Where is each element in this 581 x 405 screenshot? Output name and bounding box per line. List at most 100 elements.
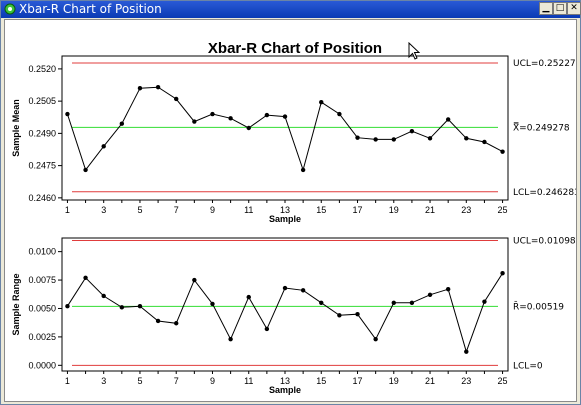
data-point bbox=[228, 116, 233, 121]
data-point bbox=[300, 167, 306, 173]
x-tick-label: 17 bbox=[353, 205, 363, 215]
y-tick-label: 0.2505 bbox=[28, 96, 56, 106]
data-point bbox=[482, 139, 487, 145]
x-tick-label: 9 bbox=[210, 205, 215, 215]
plot-frame bbox=[61, 55, 509, 201]
x-tick-label: 3 bbox=[101, 376, 106, 386]
data-point bbox=[300, 288, 306, 293]
data-point bbox=[319, 100, 324, 105]
data-point bbox=[101, 293, 106, 299]
x-tick-label: 23 bbox=[461, 376, 471, 386]
data-point bbox=[500, 271, 505, 276]
data-point bbox=[101, 144, 106, 149]
y-tick-label: 0.2475 bbox=[28, 161, 56, 171]
close-button[interactable]: ✕ bbox=[567, 2, 581, 15]
data-point bbox=[137, 304, 143, 309]
x-axis-label: Sample bbox=[269, 385, 301, 395]
upper-control-limit-line-label: UCL=0.01098 bbox=[513, 237, 576, 247]
data-point bbox=[246, 125, 251, 131]
lower-control-limit-line-label: LCL=0.246283 bbox=[513, 188, 576, 198]
data-point bbox=[282, 285, 288, 291]
y-tick-label: 0.0000 bbox=[28, 360, 56, 370]
x-tick-label: 25 bbox=[498, 205, 508, 215]
x-tick-label: 19 bbox=[389, 205, 399, 215]
data-point bbox=[137, 86, 143, 91]
data-point bbox=[65, 304, 70, 309]
data-point bbox=[427, 136, 433, 141]
center-line-label: X̿=0.249278 bbox=[513, 122, 570, 134]
data-point bbox=[264, 112, 270, 118]
x-tick-label: 15 bbox=[316, 376, 326, 386]
xbar-r-chart: Xbar-R Chart of Position 0.2460 0.2475 0.24… bbox=[11, 40, 576, 395]
x-tick-label: 9 bbox=[210, 376, 215, 386]
data-point bbox=[246, 294, 251, 300]
x-tick-label: 1 bbox=[65, 205, 70, 215]
center-line-symbol: X̿ bbox=[513, 122, 519, 134]
title-bar[interactable]: Xbar-R Chart of Position ▁ □ ✕ bbox=[1, 1, 581, 18]
data-point bbox=[282, 114, 288, 119]
minimize-button[interactable]: ▁ bbox=[539, 2, 553, 15]
data-point bbox=[355, 135, 360, 140]
data-point bbox=[210, 111, 215, 117]
upper-control-limit-line-label: UCL=0.252272 bbox=[513, 59, 576, 69]
data-series-line bbox=[66, 272, 504, 354]
center-line-value: =0.00519 bbox=[519, 302, 564, 312]
x-tick-label: 5 bbox=[137, 376, 142, 386]
x-tick-label: 3 bbox=[101, 205, 106, 215]
x-tick-label: 25 bbox=[498, 376, 508, 386]
chart-canvas: Xbar-R Chart of Position 0.2460 0.2475 0.24… bbox=[4, 19, 577, 402]
data-point bbox=[119, 121, 125, 126]
data-point bbox=[355, 311, 360, 317]
data-series-line bbox=[66, 86, 503, 172]
data-point bbox=[210, 301, 215, 307]
close-icon: ✕ bbox=[570, 3, 578, 13]
data-point bbox=[409, 129, 415, 134]
center-line-label: R̄=0.00519 bbox=[513, 301, 564, 313]
y-tick-label: 0.0075 bbox=[28, 275, 56, 285]
data-point bbox=[155, 318, 161, 324]
minitab-app-icon[interactable] bbox=[4, 3, 16, 15]
x-tick-label: 21 bbox=[425, 205, 435, 215]
data-point bbox=[192, 277, 197, 283]
maximize-icon: □ bbox=[555, 3, 565, 13]
x-tick-label: 21 bbox=[425, 376, 435, 386]
y-tick-label: 0.0100 bbox=[28, 247, 56, 257]
x-tick-label: 13 bbox=[280, 205, 290, 215]
data-point bbox=[319, 300, 324, 305]
data-point bbox=[337, 111, 342, 117]
x-tick-label: 13 bbox=[280, 376, 290, 386]
data-point bbox=[83, 275, 88, 280]
data-point bbox=[427, 292, 433, 298]
data-point bbox=[155, 84, 161, 90]
data-point bbox=[83, 167, 88, 173]
x-tick-label: 1 bbox=[65, 376, 70, 386]
data-point bbox=[391, 300, 396, 305]
x-tick-label: 11 bbox=[244, 205, 253, 215]
data-point bbox=[264, 326, 270, 332]
data-point bbox=[373, 137, 378, 142]
data-point bbox=[409, 300, 415, 305]
data-point bbox=[65, 111, 70, 117]
data-point bbox=[174, 321, 179, 326]
y-axis-label: Sample Range bbox=[11, 273, 21, 335]
x-axis-label: Sample bbox=[269, 214, 301, 224]
x-tick-label: 11 bbox=[244, 376, 253, 386]
y-tick-label: 0.0025 bbox=[28, 332, 56, 342]
maximize-button[interactable]: □ bbox=[553, 2, 567, 15]
y-axis-label: Sample Mean bbox=[11, 99, 21, 157]
lower-control-limit-line-label: LCL=0 bbox=[513, 361, 543, 371]
data-point bbox=[445, 286, 451, 292]
data-point bbox=[119, 305, 125, 310]
data-point bbox=[373, 336, 378, 342]
x-tick-label: 17 bbox=[353, 376, 363, 386]
chart-title: Xbar-R Chart of Position bbox=[208, 40, 382, 57]
x-tick-label: 7 bbox=[174, 376, 179, 386]
x-tick-label: 5 bbox=[137, 205, 142, 215]
center-line-value: =0.249278 bbox=[519, 123, 570, 133]
data-point bbox=[500, 149, 505, 154]
x-tick-label: 7 bbox=[174, 205, 179, 215]
data-point bbox=[445, 117, 451, 122]
x-tick-label: 23 bbox=[461, 205, 471, 215]
minimize-icon: ▁ bbox=[542, 3, 550, 13]
